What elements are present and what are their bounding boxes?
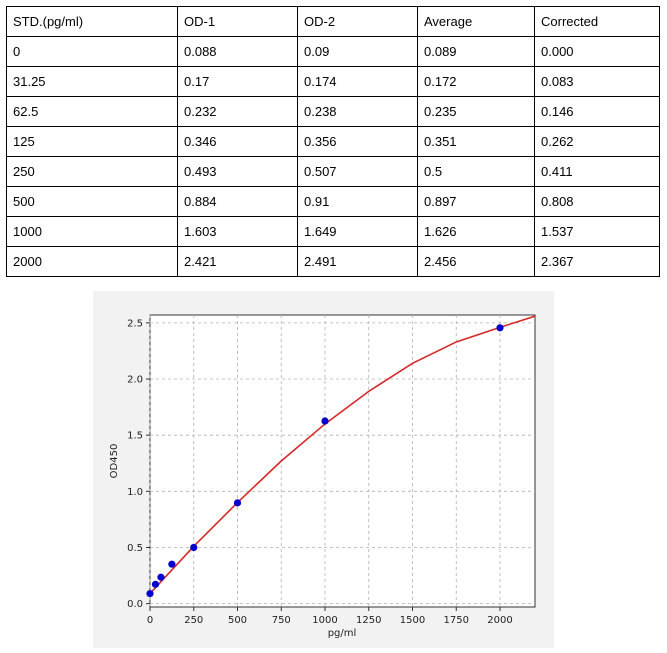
table-cell: 0.083: [534, 66, 660, 97]
y-tick-label: 0.0: [127, 599, 143, 610]
x-axis-ticks: 0 250 500 750 1000 1250 1500 1750 2000: [147, 607, 513, 626]
x-tick-label: 750: [272, 615, 291, 626]
table-cell: 250: [6, 156, 178, 187]
table-cell: 0.146: [534, 96, 660, 127]
table-cell: 0.088: [177, 36, 298, 67]
table-cell: 0.238: [297, 96, 418, 127]
table-cell: 0.351: [417, 126, 535, 157]
x-axis-label: pg/ml: [328, 628, 357, 639]
fit-curve-layer: [150, 315, 535, 595]
fit-curve-line: [150, 315, 535, 595]
y-axis-label: OD450: [109, 444, 120, 479]
table-cell: 0.235: [417, 96, 535, 127]
table-cell: 0.174: [297, 66, 418, 97]
table-cell: 0.089: [417, 36, 535, 67]
y-tick-label: 1.5: [127, 431, 143, 442]
standard-curve-chart: 0 250 500 750 1000 1250 1500 1750 2000 0.0 0.5 1.0…: [93, 291, 554, 648]
table-cell: 0.493: [177, 156, 298, 187]
table-row: 1000 1.603 1.649 1.626 1.537: [6, 216, 660, 247]
table-cell: 1000: [6, 216, 178, 247]
y-axis-ticks: 0.0 0.5 1.0 1.5 2.0 2.5: [127, 318, 150, 610]
y-tick-label: 2.0: [127, 375, 143, 386]
table-cell: 0.411: [534, 156, 660, 187]
table-cell: 0.09: [297, 36, 418, 67]
table-cell: 0.5: [417, 156, 535, 187]
table-cell: 0.172: [417, 66, 535, 97]
table-cell: 2.367: [534, 246, 660, 277]
table-cell: 2000: [6, 246, 178, 277]
chart-svg: 0 250 500 750 1000 1250 1500 1750 2000 0.0 0.5 1.0…: [109, 314, 536, 639]
table-row: 125 0.346 0.356 0.351 0.262: [6, 126, 660, 157]
table-row: 250 0.493 0.507 0.5 0.411: [6, 156, 660, 187]
table-cell: 2.456: [417, 246, 535, 277]
table-cell: 125: [6, 126, 178, 157]
standard-curve-table: STD.(pg/ml) OD-1 OD-2 Average Corrected …: [6, 6, 660, 277]
table-cell: 0.232: [177, 96, 298, 127]
table-row: 500 0.884 0.91 0.897 0.808: [6, 186, 660, 217]
data-point: [233, 499, 242, 507]
data-point: [157, 573, 165, 581]
table-cell: 0.356: [297, 126, 418, 157]
table-cell: 31.25: [6, 66, 178, 97]
table-cell: 2.421: [177, 246, 298, 277]
header-average: Average: [417, 6, 535, 37]
grid-lines: [149, 315, 535, 607]
plot-area: [149, 314, 536, 608]
x-tick-label: 250: [184, 615, 203, 626]
data-point: [190, 543, 198, 552]
data-point: [168, 560, 176, 568]
table-row: 31.25 0.17 0.174 0.172 0.083: [6, 66, 660, 97]
table-cell: 0.507: [297, 156, 418, 187]
data-point: [146, 590, 154, 598]
y-tick-label: 1.0: [127, 487, 143, 498]
table-cell: 2.491: [297, 246, 418, 277]
x-tick-label: 1250: [356, 615, 381, 626]
table-row: 2000 2.421 2.491 2.456 2.367: [6, 246, 660, 277]
table-cell: 0.262: [534, 126, 660, 157]
table-cell: 0.346: [177, 126, 298, 157]
table-cell: 1.537: [534, 216, 660, 247]
x-tick-label: 1000: [312, 615, 337, 626]
table-cell: 0.000: [534, 36, 660, 67]
y-tick-label: 0.5: [127, 543, 143, 554]
table-row: 62.5 0.232 0.238 0.235 0.146: [6, 96, 660, 127]
x-tick-label: 0: [147, 615, 153, 626]
x-tick-label: 1750: [444, 615, 469, 626]
y-tick-label: 2.5: [127, 318, 143, 329]
data-points-layer: [146, 324, 504, 598]
data-point: [151, 580, 160, 588]
data-point: [496, 324, 504, 332]
table-row: 0 0.088 0.09 0.089 0.000: [6, 36, 660, 67]
table-cell: 0.17: [177, 66, 298, 97]
header-od1: OD-1: [177, 6, 298, 37]
header-od2: OD-2: [297, 6, 418, 37]
table-cell: 500: [6, 186, 178, 217]
table-cell: 62.5: [6, 96, 178, 127]
table-cell: 1.603: [177, 216, 298, 247]
table-header-row: STD.(pg/ml) OD-1 OD-2 Average Corrected: [6, 6, 660, 37]
header-corrected: Corrected: [534, 6, 660, 37]
data-point: [321, 417, 329, 425]
table-cell: 0.91: [297, 186, 418, 217]
table-cell: 1.649: [297, 216, 418, 247]
x-tick-label: 500: [228, 615, 247, 626]
table-cell: 0.897: [417, 186, 535, 217]
header-std: STD.(pg/ml): [6, 6, 178, 37]
table-cell: 0.808: [534, 186, 660, 217]
table-cell: 0: [6, 36, 178, 67]
table-cell: 1.626: [417, 216, 535, 247]
x-tick-label: 1500: [400, 615, 425, 626]
x-tick-label: 2000: [487, 615, 512, 626]
table-cell: 0.884: [177, 186, 298, 217]
